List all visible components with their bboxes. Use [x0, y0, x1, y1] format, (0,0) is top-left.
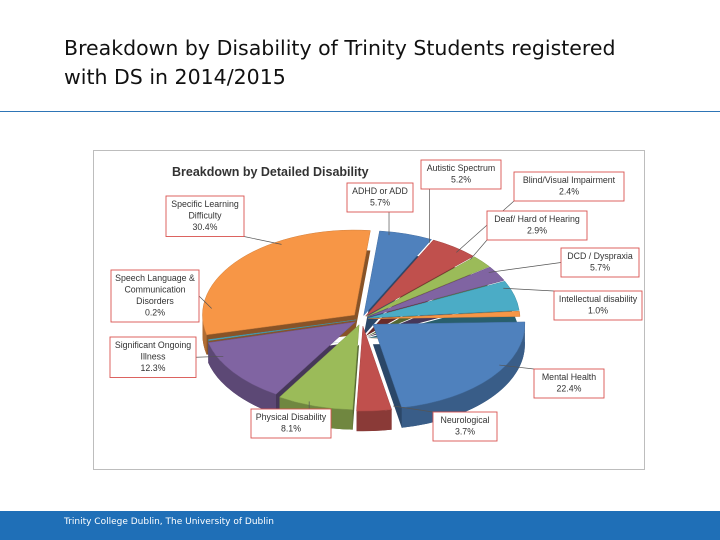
label-box-mental-health — [533, 368, 605, 399]
data-label-deaf-hard-of-hearing: Deaf/ Hard of Hearing 2.9% — [470, 210, 588, 260]
footer-bar: Trinity College Dublin, The University o… — [0, 511, 720, 540]
slide-title-line1: Breakdown by Disability of Trinity Stude… — [64, 36, 616, 60]
slide-title: Breakdown by Disability of Trinity Stude… — [64, 34, 684, 92]
slice-label-mental-health: Mental Health — [542, 372, 596, 382]
slice-value-deaf-hard-of-hearing: 2.9% — [527, 226, 547, 236]
label-box-speech-language-communication-disorders — [110, 269, 200, 323]
slice-label-specific-learning-difficulty: Specific Learning Difficulty — [171, 199, 239, 221]
slice-label-blind-visual-impairment: Blind/Visual Impairment — [523, 175, 616, 185]
slice-top-adhd-or-add — [363, 230, 433, 317]
pie-slices — [202, 229, 526, 432]
leader-line-deaf-hard-of-hearing — [470, 239, 488, 260]
slice-top-specific-learning-difficulty — [202, 229, 371, 336]
data-label-adhd-or-add: ADHD or ADD 5.7% — [346, 182, 414, 236]
leader-line-intellectual-disability — [503, 287, 555, 292]
leader-line-dcd-dyspraxia — [488, 262, 562, 273]
slice-value-dcd-dyspraxia: 5.7% — [590, 263, 610, 273]
slice-value-speech-language-communication-disorders: 0.2% — [145, 308, 165, 318]
slice-label-neurological: Neurological — [441, 415, 490, 425]
slice-wall-mental-health — [401, 324, 525, 428]
pie-slice-mental-health — [372, 321, 526, 428]
slice-label-speech-language-communication-disorders: Speech Language & Communication Disorders — [115, 273, 195, 306]
slice-top-neurological — [356, 326, 393, 412]
slice-top-blind-visual-impairment — [366, 256, 490, 317]
leader-line-blind-visual-impairment — [456, 200, 515, 253]
leader-line-speech-language-communication-disorders — [198, 295, 212, 309]
slice-label-physical-disability: Physical Disability — [256, 412, 327, 422]
slice-label-deaf-hard-of-hearing: Deaf/ Hard of Hearing — [494, 214, 580, 224]
label-box-physical-disability — [250, 408, 332, 439]
label-box-dcd-dyspraxia — [560, 247, 640, 278]
data-label-mental-health: Mental Health 22.4% — [499, 364, 605, 399]
slice-top-dcd-dyspraxia — [367, 280, 520, 319]
data-label-autistic-spectrum: Autistic Spectrum 5.2% — [420, 159, 502, 243]
data-label-dcd-dyspraxia: DCD / Dyspraxia 5.7% — [488, 247, 640, 278]
label-box-autistic-spectrum — [420, 159, 502, 190]
pie-slice-neurological — [356, 326, 393, 432]
slice-label-dcd-dyspraxia: DCD / Dyspraxia — [567, 251, 633, 261]
data-label-intellectual-disability: Intellectual disability 1.0% — [503, 287, 643, 321]
data-label-physical-disability: Physical Disability 8.1% — [250, 401, 332, 439]
pie-slice-significant-ongoing-illness — [207, 321, 357, 415]
slice-value-intellectual-disability: 1.0% — [588, 306, 608, 316]
label-box-adhd-or-add — [346, 182, 414, 213]
slice-value-mental-health: 22.4% — [557, 384, 582, 394]
slice-label-significant-ongoing-illness: Significant Ongoing Illness — [115, 340, 191, 362]
slice-top-significant-ongoing-illness — [207, 321, 357, 395]
slice-value-adhd-or-add: 5.7% — [370, 198, 390, 208]
slice-label-autistic-spectrum: Autistic Spectrum — [427, 163, 495, 173]
slice-top-mental-health — [372, 321, 526, 408]
label-box-specific-learning-difficulty — [165, 195, 245, 237]
data-label-speech-language-communication-disorders: Speech Language & Communication Disorders 0… — [110, 269, 212, 323]
slice-top-deaf-hard-of-hearing — [367, 266, 505, 318]
slice-wall-neurological — [356, 409, 392, 432]
data-label-neurological: Neurological 3.7% — [393, 405, 498, 442]
footer-text: Trinity College Dublin, The University o… — [64, 517, 274, 527]
slice-label-adhd-or-add: ADHD or ADD — [352, 186, 408, 196]
leader-line-significant-ongoing-illness — [195, 355, 224, 358]
label-box-significant-ongoing-illness — [109, 336, 197, 378]
leader-line-specific-learning-difficulty — [243, 236, 282, 245]
slice-value-blind-visual-impairment: 2.4% — [559, 187, 579, 197]
leader-line-mental-health — [499, 364, 535, 370]
slice-top-intellectual-disability — [367, 310, 521, 320]
slice-top-physical-disability — [279, 324, 360, 410]
slice-value-neurological: 3.7% — [455, 427, 475, 437]
slice-value-autistic-spectrum: 5.2% — [451, 175, 471, 185]
slice-value-significant-ongoing-illness: 12.3% — [141, 363, 166, 373]
slice-top-speech-language-communication-disorders — [207, 319, 357, 341]
slice-value-specific-learning-difficulty: 30.4% — [193, 222, 218, 232]
label-box-blind-visual-impairment — [513, 171, 625, 202]
title-divider — [0, 111, 720, 112]
slice-value-physical-disability: 8.1% — [281, 424, 301, 434]
chart-title: Breakdown by Detailed Disability — [172, 165, 369, 179]
data-label-blind-visual-impairment: Blind/Visual Impairment 2.4% — [456, 171, 625, 253]
slice-label-intellectual-disability: Intellectual disability — [559, 294, 638, 304]
slide-title-line2: with DS in 2014/2015 — [64, 65, 286, 89]
pie-chart: Breakdown by Detailed Disability ADHD or… — [109, 159, 643, 442]
leader-line-neurological — [393, 405, 434, 413]
chart-frame: Breakdown by Detailed Disability ADHD or… — [93, 150, 645, 470]
label-box-intellectual-disability — [553, 290, 643, 321]
label-box-deaf-hard-of-hearing — [486, 210, 588, 241]
label-box-neurological — [432, 411, 498, 442]
